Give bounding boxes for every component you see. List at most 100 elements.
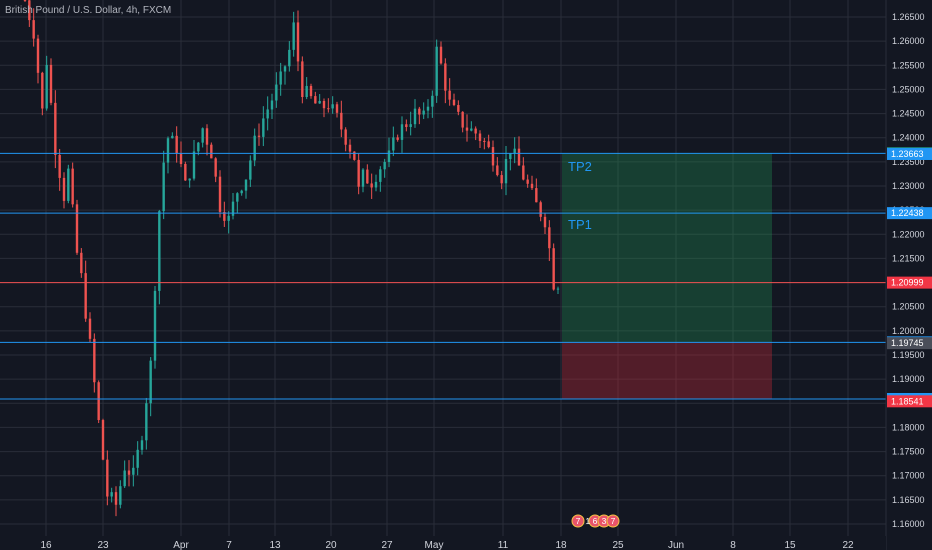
horizontal-lines[interactable] (0, 152, 886, 400)
candle-body (54, 102, 57, 155)
event-marker-label: 7 (611, 516, 616, 526)
candle-body (136, 449, 139, 468)
candle-body (344, 129, 347, 145)
price-tick-label: 1.16000 (892, 519, 925, 529)
candle-body (526, 179, 529, 184)
candle-body (71, 168, 74, 205)
time-tick-label: 11 (498, 540, 509, 550)
loss-zone (562, 342, 772, 399)
time-tick-label: May (425, 540, 444, 550)
candle-body (188, 178, 191, 181)
price-tick-label: 1.26000 (892, 36, 925, 46)
candle-body (418, 108, 421, 115)
candle-body (192, 151, 196, 179)
candle-body (36, 38, 40, 73)
candle-body (140, 440, 144, 450)
candle-body (487, 141, 490, 148)
candle-body (539, 202, 542, 217)
candle-body (80, 252, 83, 274)
candle-body (106, 459, 109, 497)
candle-body (478, 133, 482, 141)
candle-body (62, 177, 66, 201)
candle-body (322, 100, 326, 109)
candle-body (296, 22, 300, 62)
event-marker-icon (606, 514, 620, 528)
candle-body (318, 100, 321, 104)
candle-body (435, 46, 438, 96)
candle-body (444, 63, 447, 91)
time-axis-ticks: 16 23 Apr 7 13 20 27 May 11 18 25 Jun 8 15 22 (40, 540, 854, 550)
time-tick-label: 25 (612, 540, 624, 550)
candle-body (244, 179, 248, 191)
candle-body (257, 135, 261, 137)
price-label-bg (887, 147, 932, 160)
time-tick-label: 13 (269, 540, 281, 550)
candle-body (132, 467, 135, 475)
candle-body (400, 124, 404, 140)
candle-body (283, 66, 287, 72)
candle-body (218, 176, 222, 212)
candle-body (522, 165, 525, 180)
candle-body (379, 169, 382, 182)
candle-body (210, 144, 213, 159)
candle-body (227, 215, 230, 221)
candle-body (93, 338, 96, 383)
candle-body (552, 248, 555, 290)
candle-body (75, 204, 79, 253)
time-tick-label: 27 (381, 540, 393, 550)
price-axis[interactable] (886, 0, 932, 550)
candle-body (32, 20, 35, 39)
price-tick-label: 1.17000 (892, 471, 925, 481)
candle-body (405, 124, 408, 128)
candle-body (496, 165, 499, 176)
price-tick-label: 1.22000 (892, 229, 925, 239)
candle-body (461, 111, 464, 128)
candle-body (184, 163, 187, 181)
candle-body (426, 106, 430, 111)
time-tick-label: 7 (226, 540, 232, 550)
candle-body (413, 108, 417, 125)
candle-body (309, 85, 313, 97)
candle-body (335, 104, 339, 113)
price-tick-label: 1.25500 (892, 60, 925, 70)
candle-body (153, 290, 157, 361)
candle-body (556, 288, 560, 290)
candle-body (509, 152, 512, 159)
price-label: 1.19745 (891, 338, 924, 348)
price-tick-label: 1.21500 (892, 253, 925, 263)
candle-body (67, 168, 70, 201)
candle-body (305, 85, 308, 98)
candle-body (292, 22, 295, 50)
candle-body (149, 360, 152, 404)
time-tick-label: 20 (325, 540, 337, 550)
event-marker-label: 1 6 5 (586, 516, 605, 526)
candle-body (331, 104, 334, 109)
candle-body (270, 100, 274, 110)
candle-body (236, 193, 239, 202)
price-label: 1.18541 (891, 396, 924, 406)
candle-body (201, 128, 204, 143)
candle-body (517, 148, 521, 166)
candle-body (452, 99, 456, 106)
event-marker-label: 3 (602, 516, 607, 526)
candle-body (110, 492, 113, 497)
position-zones (562, 153, 772, 399)
candle-body (253, 135, 256, 161)
event-marker-icon (571, 514, 585, 528)
tp2-label: TP2 (568, 159, 592, 174)
candle-body (504, 158, 508, 184)
price-label-bg (887, 395, 932, 408)
time-axis[interactable] (0, 536, 886, 550)
candle-body (223, 211, 226, 221)
candle-body (166, 138, 170, 163)
time-tick-label: Jun (668, 540, 684, 550)
candle-body (392, 137, 395, 151)
candle-body (353, 151, 356, 160)
candle-body (491, 147, 495, 166)
candle-body (409, 124, 412, 128)
candle-body (119, 486, 122, 505)
candle-body (266, 109, 269, 119)
